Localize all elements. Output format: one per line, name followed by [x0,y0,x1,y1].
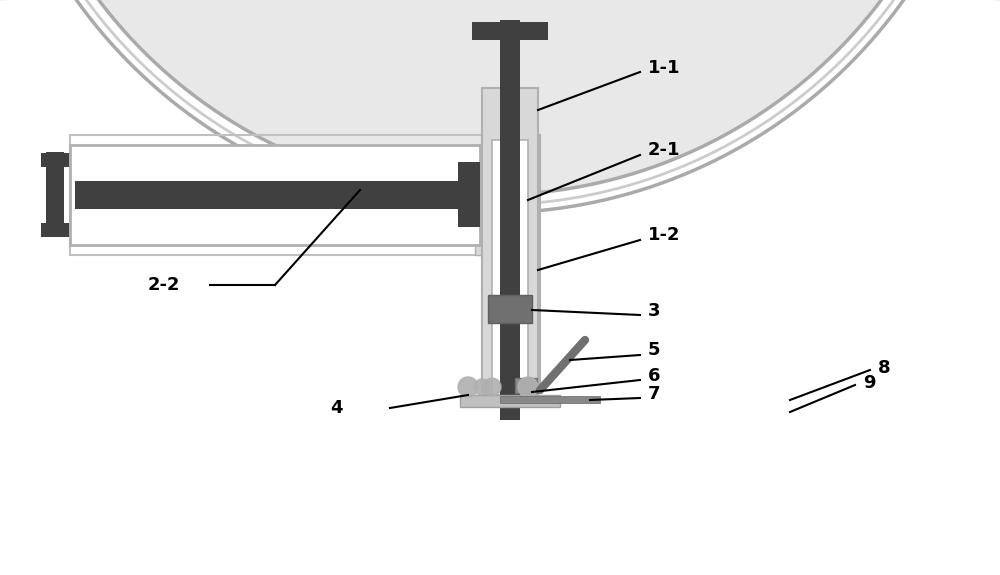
Bar [41,223,69,237]
Text: 3: 3 [648,302,660,320]
Bar [46,152,64,237]
Text: 7: 7 [648,385,660,403]
Text: 1-1: 1-1 [648,59,680,77]
Circle shape [518,377,538,397]
Bar [41,153,69,167]
Bar [500,396,600,403]
Bar [70,135,536,255]
Bar [460,395,560,407]
Bar [482,88,538,395]
Bar [488,295,532,323]
Bar [75,181,480,209]
Text: 8: 8 [878,359,891,377]
Polygon shape [0,0,1000,195]
Bar [472,22,548,40]
Text: 6: 6 [648,367,660,385]
Text: 5: 5 [648,341,660,359]
Text: 2-2: 2-2 [148,276,180,294]
Bar [515,378,537,393]
Bar [482,135,540,390]
Text: 9: 9 [863,374,876,392]
Text: 1-2: 1-2 [648,226,680,244]
Circle shape [483,378,501,396]
Circle shape [474,379,490,395]
Bar [458,162,480,227]
Circle shape [458,377,478,397]
Bar [475,245,538,255]
Bar [492,140,528,395]
Bar [500,20,520,420]
Text: 2-1: 2-1 [648,141,680,159]
Bar [70,145,480,245]
Text: 4: 4 [330,399,342,417]
